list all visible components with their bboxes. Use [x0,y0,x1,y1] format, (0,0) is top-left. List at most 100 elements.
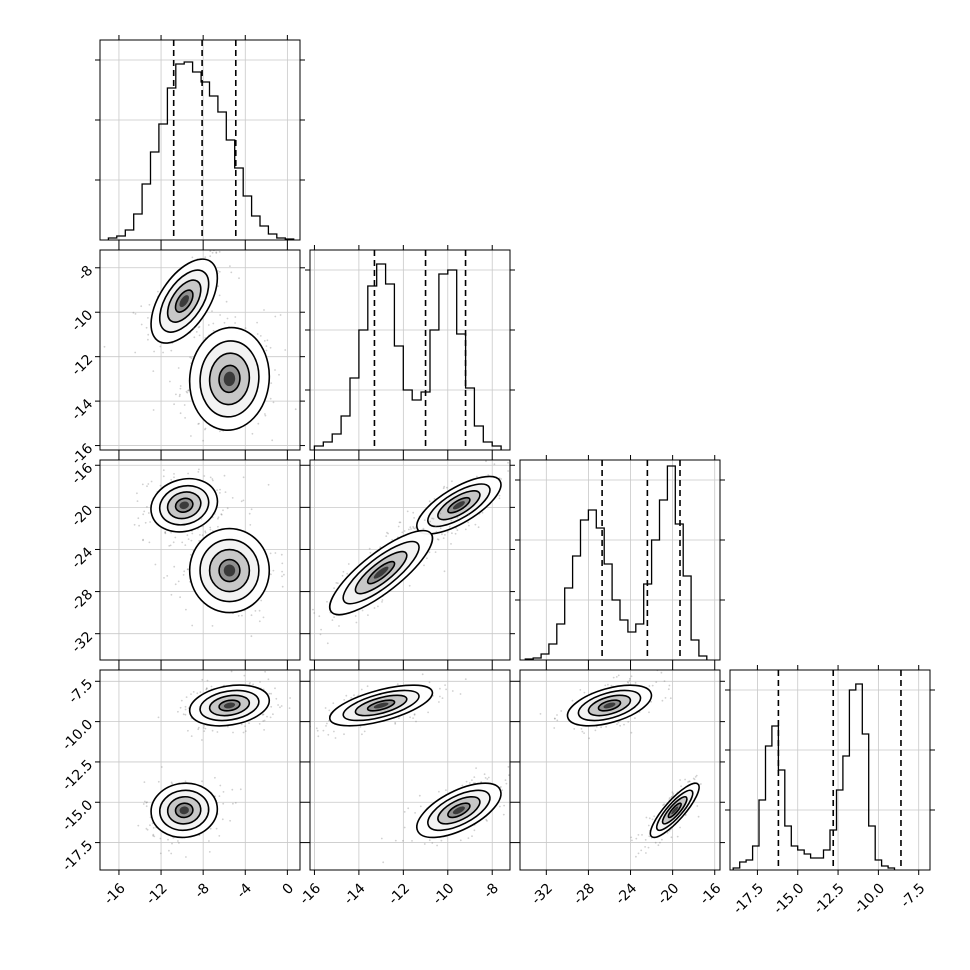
sample-point [177,580,180,583]
sample-point [338,625,340,627]
sample-point [274,552,277,554]
sample-point [187,389,190,392]
sample-point [423,843,426,845]
sample-point [172,836,175,839]
sample-point [248,722,250,724]
sample-point [243,674,246,677]
sample-point [451,690,454,692]
sample-point [659,841,661,844]
sample-point [270,573,272,576]
sample-point [448,525,451,528]
sample-point [162,351,165,354]
sample-point [623,723,625,726]
sample-point [421,673,424,676]
sample-point [187,472,190,475]
sample-point [669,697,672,700]
sample-point [195,243,197,245]
sample-point [201,238,203,240]
sample-point [157,716,160,719]
sample-point [264,670,266,673]
sample-point [218,795,221,797]
sample-point [185,856,187,858]
sample-point [696,805,699,807]
sample-point [517,778,519,780]
histogram-step [524,465,708,660]
sample-point [406,510,409,513]
sample-point [403,530,406,532]
sample-point [159,345,162,348]
sample-point [212,322,215,325]
sample-point [333,616,335,619]
sample-point [605,725,607,728]
sample-point [436,538,439,541]
sample-point [398,521,401,524]
sample-point [468,514,470,516]
sample-point [628,677,631,680]
sample-point [179,706,182,709]
sample-point [667,688,670,691]
y-tick-label: -8 [75,263,96,284]
sample-point [429,520,431,523]
sample-point [205,687,208,690]
sample-point [147,512,150,514]
sample-point [147,338,149,341]
sample-point [648,817,651,820]
sample-points [539,670,702,858]
sample-point [413,714,416,716]
sample-point [262,616,265,619]
sample-point [428,500,431,503]
sample-point [419,805,422,808]
sample-point [162,469,165,472]
sample-point [226,507,229,510]
sample-point [214,776,216,779]
sample-point [204,428,206,431]
sample-point [179,393,181,396]
sample-point [197,726,200,729]
sample-point [379,546,382,548]
sample-point [474,523,477,526]
sample-point [160,766,163,768]
sample-point [217,517,219,520]
sample-point [164,532,167,535]
sample-point [477,526,480,529]
sample-point [583,691,586,694]
sample-point [142,538,145,541]
x-tick-label: -28 [571,880,598,907]
sample-point [556,719,559,722]
sample-point [325,725,327,727]
sample-point [197,423,200,425]
scatter-panel-3-2 [515,665,725,875]
sample-point [271,439,274,442]
sample-point [441,533,443,536]
sample-point [554,717,556,720]
sample-point [697,815,700,818]
sample-point [261,713,264,716]
density-peak [179,295,189,308]
x-tick-label: -12 [386,880,413,907]
scatter-panel-2-1 [305,455,515,665]
sample-point [413,527,416,530]
sample-point [277,704,279,706]
panel-frame [309,249,511,451]
sample-point [219,430,221,433]
sample-point [486,820,488,822]
sample-point [203,725,206,727]
sample-point [240,723,243,726]
sample-point [513,796,515,798]
sample-points [103,238,297,450]
sample-point [218,294,221,297]
sample-point [147,317,149,319]
sample-point [631,839,633,842]
sample-point [284,349,287,351]
sample-point [237,614,240,617]
sample-point [680,785,682,788]
sample-point [262,713,265,716]
sample-point [150,480,153,483]
sample-point [628,679,631,682]
sample-point [480,781,483,783]
sample-point [617,674,620,677]
sample-point [223,321,226,324]
sample-point [412,717,414,719]
sample-point [217,516,220,519]
sample-point [250,635,253,638]
